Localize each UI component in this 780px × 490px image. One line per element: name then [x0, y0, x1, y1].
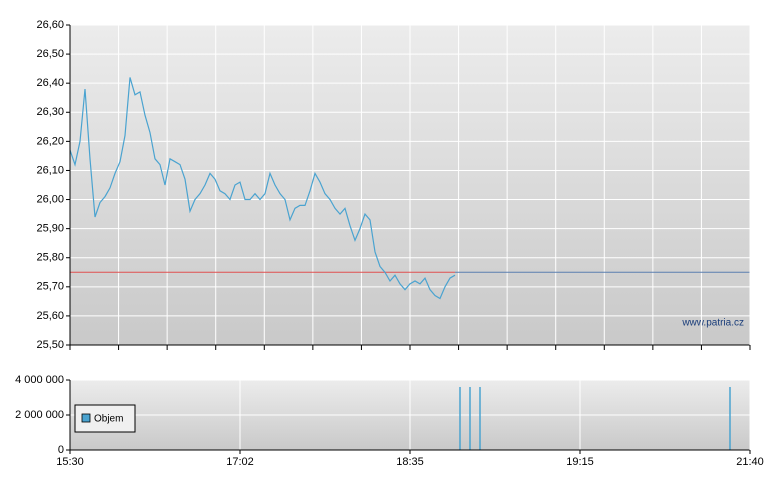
- y-tick-label: 2 000 000: [15, 409, 64, 421]
- legend-swatch: [81, 413, 91, 423]
- watermark: www.patria.cz: [681, 318, 744, 329]
- y-tick-label: 26,20: [36, 135, 64, 147]
- legend-label: Objem: [94, 414, 123, 425]
- y-tick-label: 25,70: [36, 281, 64, 293]
- x-tick-label: 18:35: [396, 456, 424, 468]
- y-tick-label: 25,80: [36, 252, 64, 264]
- y-tick-label: 25,50: [36, 339, 64, 351]
- y-tick-label: 26,30: [36, 106, 64, 118]
- legend: Objem: [74, 404, 136, 433]
- x-tick-label: 15:30: [56, 456, 84, 468]
- volume-bar: [729, 387, 731, 450]
- y-tick-label: 26,10: [36, 164, 64, 176]
- y-tick-label: 26,40: [36, 77, 64, 89]
- y-tick-label: 0: [58, 444, 64, 456]
- y-tick-label: 25,90: [36, 223, 64, 235]
- x-tick-label: 19:15: [566, 456, 594, 468]
- x-tick-label: 21:40: [736, 456, 764, 468]
- x-tick-label: 17:02: [226, 456, 254, 468]
- y-tick-label: 4 000 000: [15, 374, 64, 386]
- volume-bar: [459, 387, 461, 450]
- y-tick-label: 26,60: [36, 19, 64, 31]
- volume-bar: [469, 387, 471, 450]
- y-tick-label: 25,60: [36, 310, 64, 322]
- price-line: [69, 77, 456, 300]
- volume-bar: [479, 387, 481, 450]
- y-tick-label: 26,00: [36, 193, 64, 205]
- y-tick-label: 26,50: [36, 48, 64, 60]
